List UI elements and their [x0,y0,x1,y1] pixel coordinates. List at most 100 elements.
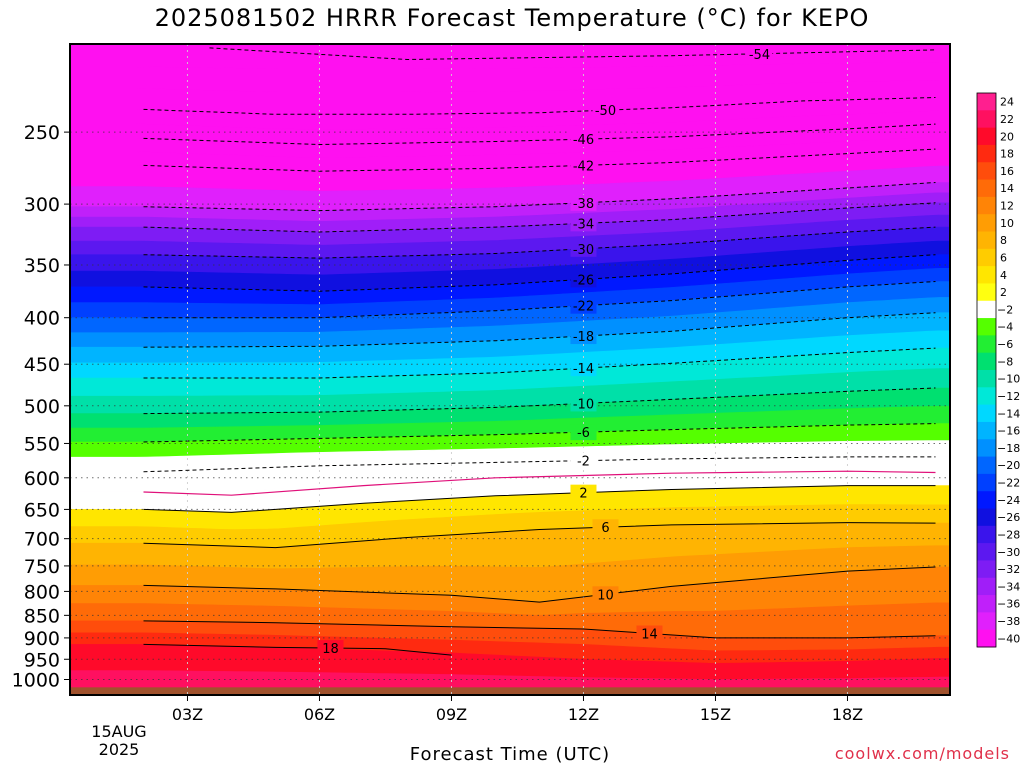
contour-label-bg [592,102,619,119]
y-tick-label: 900 [24,628,60,650]
contour-label-bg [317,640,344,657]
contour-label-bg [570,452,597,469]
y-tick-label: 1000 [12,670,60,692]
contour-line [143,485,936,513]
colorbar-swatch [977,370,996,388]
colorbar-swatch [977,629,996,648]
contour-label: -50 [595,104,616,119]
colorbar-label: −34 [997,580,1020,593]
y-tick-label: 350 [24,255,60,277]
contour-label: -46 [573,133,594,148]
contour-label-bg [570,484,597,501]
contour-line [143,620,936,639]
freezing-line [143,470,936,496]
x-axis-label: Forecast Time (UTC) [409,744,611,765]
x-tick-label: 18Z [832,705,863,724]
colorbar-label: −8 [997,355,1013,368]
contour-label: 10 [597,588,614,603]
colorbar-label: −26 [997,511,1020,524]
colorbar-swatch [977,387,996,406]
ground-level [70,687,950,695]
contour-lines: -54-50-46-42-38-34-30-26-22-18-14-10-6-2… [143,45,936,657]
colorbar-label: −10 [997,373,1020,386]
contour-label: -30 [573,243,594,258]
colorbar-frame [976,92,997,648]
colorbar-label: −2 [997,303,1013,316]
colorbar-swatch [977,300,996,319]
contour-label-bg [746,45,773,62]
colorbar-label: 18 [1000,148,1014,161]
colorbar-swatch [977,352,996,371]
colorbar-label: −36 [997,598,1020,611]
contour-label-bg [570,240,597,257]
colorbar-swatch [977,144,996,163]
colorbar-label: −30 [997,546,1020,559]
contour-label-bg [570,360,597,377]
contour-label: -10 [573,397,594,412]
colorbar-swatch [977,110,996,129]
colorbar-swatch [977,127,996,146]
temperature-fill [70,44,950,695]
x-tick-label: 03Z [172,705,203,724]
colorbar-swatch [977,491,996,509]
colorbar-label: −38 [997,615,1020,628]
contour-label-bg [570,157,597,174]
colorbar-swatch [977,439,996,458]
contour-label: -2 [577,455,590,470]
y-tick-label: 600 [24,468,60,490]
y-tick-label: 550 [24,433,60,455]
colorbar-label: 12 [1000,200,1014,213]
colorbar-swatch [977,612,996,631]
plot-frame [69,43,951,696]
contour-label-bg [570,194,597,211]
contour-line [143,97,936,115]
y-tick-label: 300 [24,194,60,216]
colorbar-label: 16 [1000,165,1014,178]
x-date-label-day: 15AUG [91,722,147,741]
colorbar-swatch [977,335,996,354]
colorbar-label: 2 [1000,286,1007,299]
colorbar-swatch [977,214,996,232]
colorbar-swatch [977,179,996,198]
colorbar-label: −32 [997,563,1020,576]
colorbar-label: 14 [1000,182,1014,195]
contour-label-bg [570,297,597,314]
colorbar-swatch [977,162,996,181]
y-tick-label: 250 [24,122,60,144]
colorbar-swatch [977,560,996,579]
colorbar-swatch [977,248,996,267]
colorbar-swatch [977,283,996,302]
colorbar-label: −12 [997,390,1020,403]
contour-label-bg [636,625,663,642]
chart-title: 2025081502 HRRR Forecast Temperature (°C… [154,4,870,32]
contour-label-bg [570,328,597,345]
contour-line [143,522,936,549]
x-date-label-year: 2025 [98,740,140,759]
y-tick-label: 500 [24,396,60,418]
colorbar-label: 22 [1000,113,1014,126]
colorbar-label: −24 [997,494,1020,507]
colorbar-label: 8 [1000,234,1007,247]
colorbar-swatch [977,525,996,544]
y-tick-label: 700 [24,529,60,551]
contour-label-bg [570,395,597,412]
y-tick-label: 850 [24,605,60,627]
contour-label: -38 [573,197,594,212]
x-tick-label: 12Z [568,705,599,724]
colorbar-swatch [977,196,996,215]
contour-label: -22 [573,300,594,315]
colorbar-label: −20 [997,459,1020,472]
colorbar-label: −28 [997,528,1020,541]
colorbar-swatch [977,595,996,613]
colorbar-label: −18 [997,442,1020,455]
y-tick-label: 950 [24,649,60,671]
x-tick-label: 15Z [700,705,731,724]
colorbar-swatch [977,456,996,475]
colorbar-swatch [977,318,996,336]
colorbar-label: 4 [1000,269,1007,282]
contour-label: -54 [749,48,770,63]
contour-label-bg [570,215,597,232]
x-axis: 03Z 06Z 09Z 12Z 15Z 18Z [172,695,863,724]
contour-label-bg [592,519,619,536]
